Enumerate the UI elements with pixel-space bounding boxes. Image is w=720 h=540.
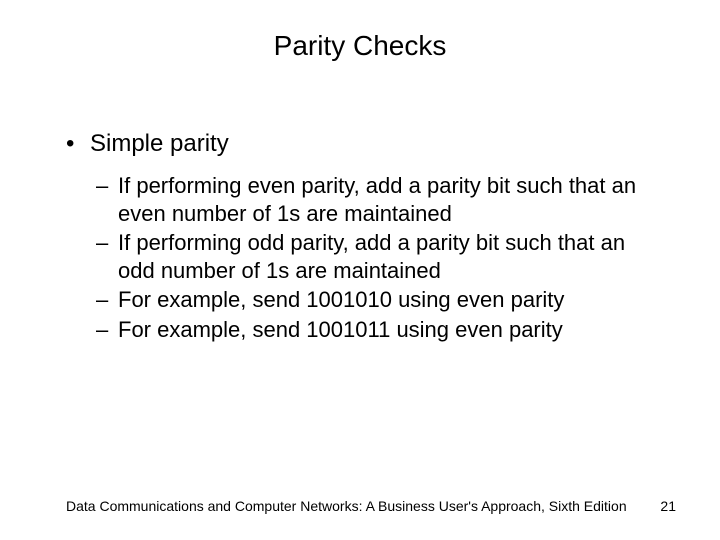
dash-icon: –	[96, 229, 108, 257]
footer-text: Data Communications and Computer Network…	[66, 498, 666, 514]
bullet-level2: – If performing even parity, add a parit…	[96, 172, 666, 227]
slide-title: Parity Checks	[0, 30, 720, 62]
dash-icon: –	[96, 286, 108, 314]
bullet-dot-icon: •	[66, 130, 74, 158]
slide-body: • Simple parity – If performing even par…	[66, 130, 666, 345]
bullet-level2-text: If performing odd parity, add a parity b…	[118, 230, 625, 283]
bullet-level1: • Simple parity	[66, 130, 666, 158]
bullet-level2-text: For example, send 1001010 using even par…	[118, 287, 564, 312]
bullet-level2: – For example, send 1001011 using even p…	[96, 316, 666, 344]
bullet-level1-text: Simple parity	[90, 130, 229, 157]
bullet-level2-text: If performing even parity, add a parity …	[118, 173, 636, 226]
dash-icon: –	[96, 316, 108, 344]
bullet-level2-text: For example, send 1001011 using even par…	[118, 317, 563, 342]
dash-icon: –	[96, 172, 108, 200]
bullet-level2: – If performing odd parity, add a parity…	[96, 229, 666, 284]
bullet-level2-list: – If performing even parity, add a parit…	[66, 172, 666, 343]
page-number: 21	[660, 498, 676, 514]
slide: Parity Checks • Simple parity – If perfo…	[0, 0, 720, 540]
bullet-level2: – For example, send 1001010 using even p…	[96, 286, 666, 314]
